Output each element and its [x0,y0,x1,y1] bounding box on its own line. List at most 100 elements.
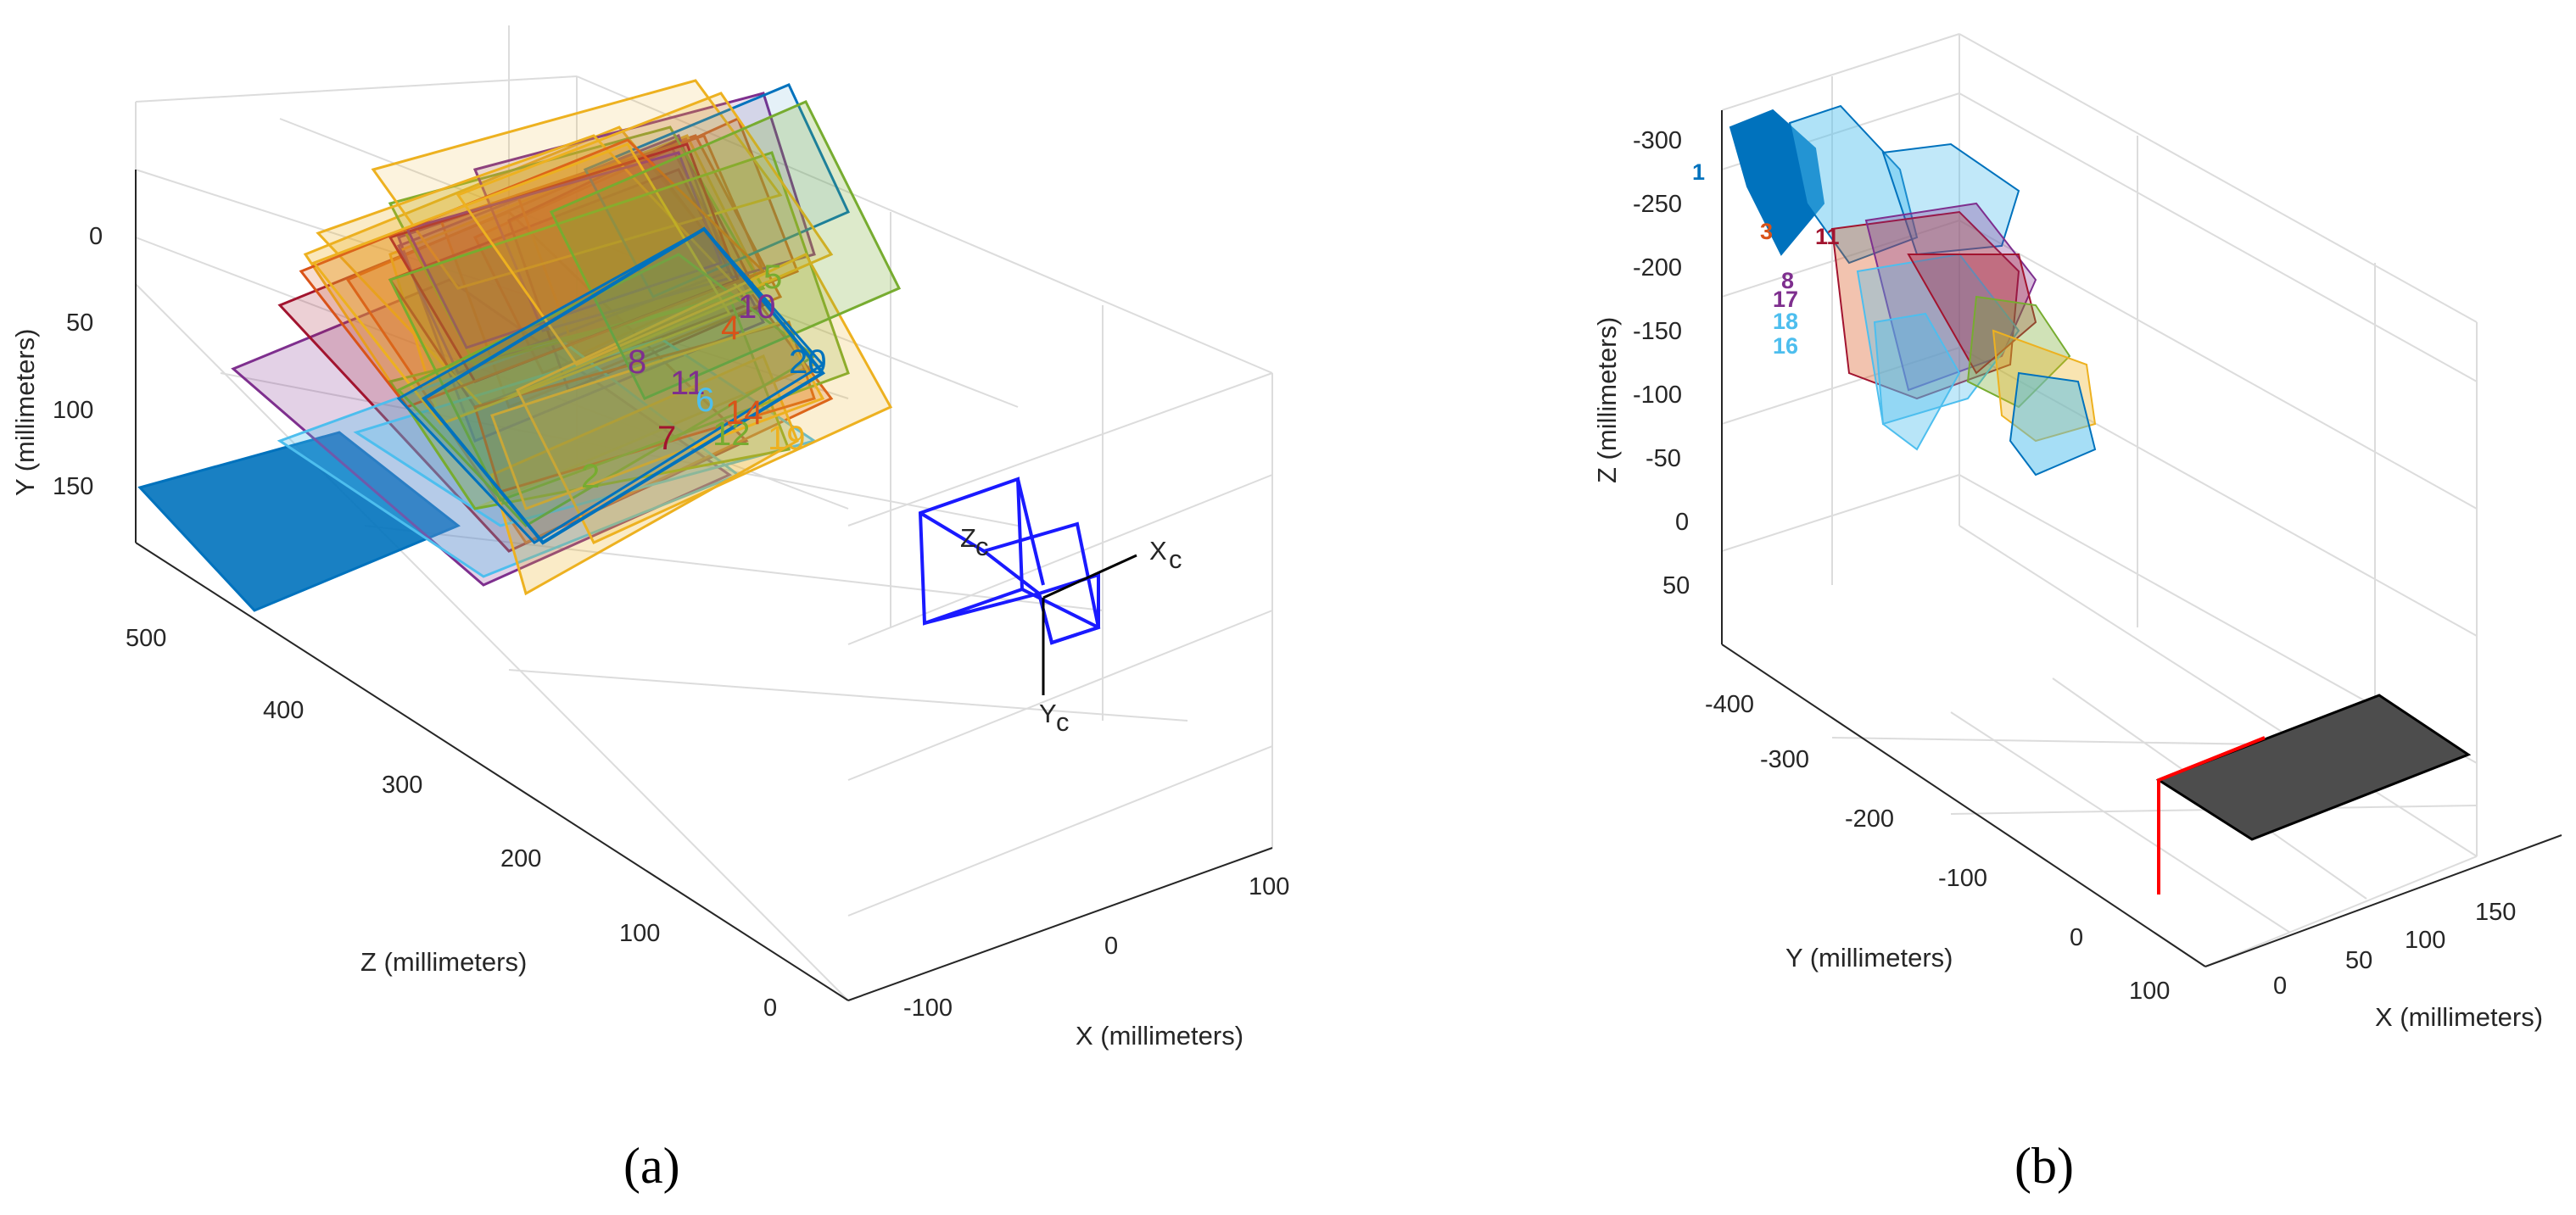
pose-label-16: 16 [1773,333,1798,359]
b-y-tick-neg300: -300 [1760,746,1809,773]
board-yellow-19 [490,320,825,510]
camera-frustum [918,477,1101,645]
b-z-tick-neg100: -100 [1633,382,1682,409]
panel-b-z-ticks: -300 -250 -200 -150 -100 -50 0 50 [1633,127,1690,599]
board-orange-big [299,138,766,409]
calibration-board [2155,694,2472,841]
board-label-2: 2 [581,458,600,495]
board-label-11: 11 [670,365,706,402]
b-x-tick-150: 150 [2475,899,2516,926]
camera-axes [1042,554,1137,695]
camera-pose-frusta [1729,104,2097,477]
board-purple-2 [405,151,723,349]
panel-a-y-ticks: 0 50 100 150 [53,223,103,500]
a-y-tick-0: 0 [89,223,103,250]
pose-cyan-end [2009,371,2097,477]
a-x-axis-label: X (millimeters) [1076,1021,1243,1051]
pose-label-3: 3 [1760,219,1773,244]
pose-label-11: 11 [1815,224,1840,249]
board-label-10: 10 [738,288,776,326]
pose-cluster-red [1830,210,2020,400]
panel-a-x-ticks: 100 0 -100 [903,873,1289,1022]
pose-cyan-1 [1788,104,1919,265]
b-z-tick-0: 0 [1675,509,1689,536]
a-x-tick-100: 100 [1249,873,1289,900]
a-y-axis-label: Y (millimeters) [10,329,40,497]
panel-b-axis-box [1721,110,2562,967]
board-label-12: 12 [712,415,751,453]
camera-y-subscript: c [1056,707,1070,737]
pose-cluster-purple [1864,202,2037,392]
a-x-tick-0: 0 [1104,933,1118,960]
board-label-20: 20 [789,343,827,381]
a-y-tick-150: 150 [53,473,93,500]
panel-b-plot: 1 3 11 8 17 18 16 -300 -250 -200 -150 -1… [1592,33,2562,1194]
pose-1 [1729,109,1825,256]
board-label-7: 7 [657,420,676,457]
a-z-tick-100: 100 [619,920,660,947]
board-label-14: 14 [725,394,763,432]
b-y-tick-0: 0 [2070,924,2083,951]
pose-label-8: 8 [1781,268,1794,293]
b-y-tick-100: 100 [2129,978,2170,1005]
board-green-5 [549,100,902,400]
pose-label-17: 17 [1773,287,1798,312]
board-orange-small [472,116,799,375]
b-y-tick-neg200: -200 [1845,805,1894,833]
panel-a-label: (a) [623,1138,680,1194]
board-green-large [388,151,850,502]
a-z-tick-400: 400 [263,697,304,724]
b-z-tick-neg300: -300 [1633,127,1682,154]
camera-x-label: X [1149,536,1167,566]
b-z-tick-neg250: -250 [1633,191,1682,218]
b-x-tick-100: 100 [2405,927,2445,954]
board-red-edge [2157,736,2266,895]
b-z-axis-label: Z (millimeters) [1592,317,1622,483]
panel-a-plot: 5 10 20 11 12 19 6 7 2 8 14 4 X [10,25,1289,1194]
panel-a-axis-box [135,170,1273,1001]
pose-cyan-low [1873,312,1961,451]
board-blue-20-edge [421,226,826,545]
camera-x-subscript: c [1169,544,1182,574]
pose-cluster-dark [1907,254,2037,375]
board-yellow-top2 [371,79,783,290]
board-label-5: 5 [763,259,782,296]
a-y-tick-50: 50 [66,309,93,337]
camera-z-subscript: c [975,532,989,561]
b-z-tick-neg50: -50 [1646,445,1681,472]
b-y-tick-neg400: -400 [1705,691,1754,718]
b-x-tick-50: 50 [2345,947,2372,974]
board-yellow-large2 [455,92,834,366]
pose-label-1: 1 [1692,159,1705,185]
a-z-axis-label: Z (millimeters) [360,947,527,977]
panel-b-x-ticks: 0 50 100 150 [2273,899,2516,1000]
board-1 [137,431,461,612]
b-y-tick-neg100: -100 [1938,865,1987,892]
b-x-axis-label: X (millimeters) [2375,1002,2543,1032]
b-z-tick-neg200: -200 [1633,254,1682,281]
a-z-tick-300: 300 [382,772,422,799]
calibration-boards [137,79,902,612]
pose-cyan-2 [1881,142,2020,256]
panel-b-y-ticks: -400 -300 -200 -100 0 100 [1705,691,2170,1005]
panel-a-z-ticks: 500 400 300 200 100 0 [126,625,777,1022]
board-label-6: 6 [696,382,714,419]
camera-pose-labels: 1 3 11 8 17 18 16 [1692,159,1840,359]
pose-label-18: 18 [1773,309,1798,334]
board-label-8: 8 [628,343,646,381]
a-y-tick-100: 100 [53,397,93,424]
board-blue-20 [396,227,825,544]
panel-b-label: (b) [2014,1138,2074,1194]
b-z-tick-neg150: -150 [1633,318,1682,345]
b-x-tick-0: 0 [2273,973,2287,1000]
board-orange-low [473,320,816,493]
b-z-tick-50: 50 [1662,572,1690,599]
board-blue-top [583,83,851,298]
a-z-tick-500: 500 [126,625,166,652]
board-yellow-large [316,134,749,409]
board-label-4: 4 [721,309,740,347]
board-purple-top [472,92,816,332]
a-z-tick-0: 0 [763,995,777,1022]
board-label-19: 19 [768,420,806,457]
